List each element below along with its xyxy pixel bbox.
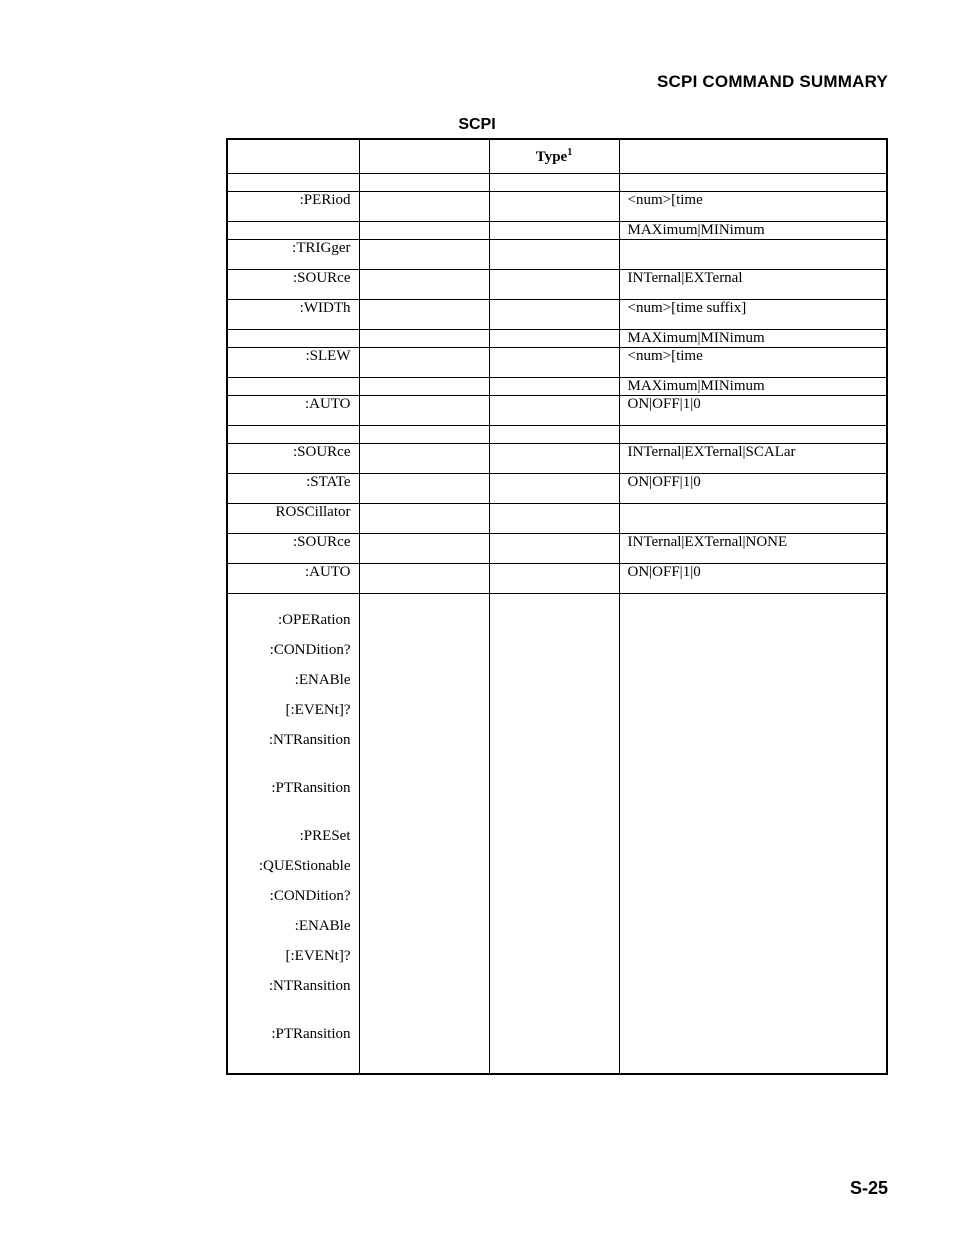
cmd-cell: :AUTO — [227, 564, 359, 594]
params-cell: ON|OFF|1|0 — [619, 564, 887, 594]
table-row: :STATe ON|OFF|1|0 — [227, 474, 887, 504]
params-cell: <num>[time suffix] — [619, 299, 887, 329]
params-cell: <num>[time — [619, 191, 887, 221]
cmd-cell: :CONDition? — [227, 888, 359, 918]
table-row: :OPERation — [227, 612, 887, 642]
table-row: [:EVENt]? — [227, 948, 887, 978]
table-block-3: :OPERation :CONDition? :ENABle [:EVENt]?… — [227, 594, 887, 1074]
cmd-cell: :AUTO — [227, 396, 359, 426]
page: SCPI COMMAND SUMMARY SCPI Type1 — [0, 0, 954, 1245]
cmd-cell: :ENABle — [227, 918, 359, 948]
table-row: :CONDition? — [227, 888, 887, 918]
cmd-cell: :NTRansition — [227, 978, 359, 1008]
params-cell: INTernal|EXTernal|SCALar — [619, 444, 887, 474]
table-header: Type1 — [227, 139, 887, 173]
cmd-cell: :SOURce — [227, 534, 359, 564]
table-row: :AUTO ON|OFF|1|0 — [227, 396, 887, 426]
params-cell — [619, 504, 887, 534]
params-cell: MAXimum|MINimum — [619, 378, 887, 396]
command-table: Type1 :PERiod <num>[time MAXimum|MINimum — [226, 138, 888, 1075]
table-row: :WIDTh <num>[time suffix] — [227, 299, 887, 329]
table-row: :SLEW <num>[time — [227, 348, 887, 378]
table-row: :ENABle — [227, 672, 887, 702]
table-row: :PERiod <num>[time — [227, 191, 887, 221]
cmd-cell: :CONDition? — [227, 642, 359, 672]
cmd-cell: ROSCillator — [227, 504, 359, 534]
table-row: :TRIGger — [227, 239, 887, 269]
params-cell: <num>[time — [619, 348, 887, 378]
cmd-cell: :SOURce — [227, 269, 359, 299]
table-row: :AUTO ON|OFF|1|0 — [227, 564, 887, 594]
cmd-cell: :NTRansition — [227, 732, 359, 762]
col-header-3-label: Type — [536, 149, 567, 165]
params-cell: ON|OFF|1|0 — [619, 474, 887, 504]
params-cell: ON|OFF|1|0 — [619, 396, 887, 426]
cmd-cell: [:EVENt]? — [227, 702, 359, 732]
col-header-4 — [619, 139, 887, 173]
table-row: :SOURce INTernal|EXTernal — [227, 269, 887, 299]
col-header-2 — [359, 139, 489, 173]
table-row: :SOURce INTernal|EXTernal|SCALar — [227, 444, 887, 474]
table-row: MAXimum|MINimum — [227, 329, 887, 347]
table-row: MAXimum|MINimum — [227, 378, 887, 396]
params-cell: MAXimum|MINimum — [619, 221, 887, 239]
cmd-cell: :OPERation — [227, 612, 359, 642]
page-number: S-25 — [850, 1178, 888, 1199]
cmd-cell: :TRIGger — [227, 239, 359, 269]
table-row: :CONDition? — [227, 642, 887, 672]
cmd-cell: :PRESet — [227, 828, 359, 858]
col-header-3-sup: 1 — [567, 147, 572, 158]
table-block-1: :PERiod <num>[time MAXimum|MINimum :TRIG… — [227, 173, 887, 504]
page-header-title: SCPI COMMAND SUMMARY — [657, 72, 888, 92]
cmd-cell: :PTRansition — [227, 1026, 359, 1056]
command-table-wrap: Type1 :PERiod <num>[time MAXimum|MINimum — [226, 138, 886, 1075]
cmd-cell: :SOURce — [227, 444, 359, 474]
cmd-cell: :PERiod — [227, 191, 359, 221]
table-caption: SCPI — [66, 116, 888, 134]
cmd-cell: :STATe — [227, 474, 359, 504]
cmd-cell: [:EVENt]? — [227, 948, 359, 978]
params-cell: INTernal|EXTernal|NONE — [619, 534, 887, 564]
table-row: :PRESet — [227, 828, 887, 858]
cmd-cell: :ENABle — [227, 672, 359, 702]
table-row: :NTRansition — [227, 732, 887, 762]
col-header-3: Type1 — [489, 139, 619, 173]
col-header-1 — [227, 139, 359, 173]
table-row: :ENABle — [227, 918, 887, 948]
table-row: :NTRansition — [227, 978, 887, 1008]
table-row: :QUEStionable — [227, 858, 887, 888]
cmd-cell: :WIDTh — [227, 299, 359, 329]
table-row: [:EVENt]? — [227, 702, 887, 732]
table-row: MAXimum|MINimum — [227, 221, 887, 239]
cmd-cell: :SLEW — [227, 348, 359, 378]
table-row: :SOURce INTernal|EXTernal|NONE — [227, 534, 887, 564]
table-row: :PTRansition — [227, 780, 887, 810]
table-row: :PTRansition — [227, 1026, 887, 1056]
params-cell: MAXimum|MINimum — [619, 329, 887, 347]
params-cell — [619, 239, 887, 269]
cmd-cell: :PTRansition — [227, 780, 359, 810]
table-row: ROSCillator — [227, 504, 887, 534]
params-cell: INTernal|EXTernal — [619, 269, 887, 299]
table-block-2: ROSCillator :SOURce INTernal|EXTernal|NO… — [227, 504, 887, 594]
cmd-cell: :QUEStionable — [227, 858, 359, 888]
